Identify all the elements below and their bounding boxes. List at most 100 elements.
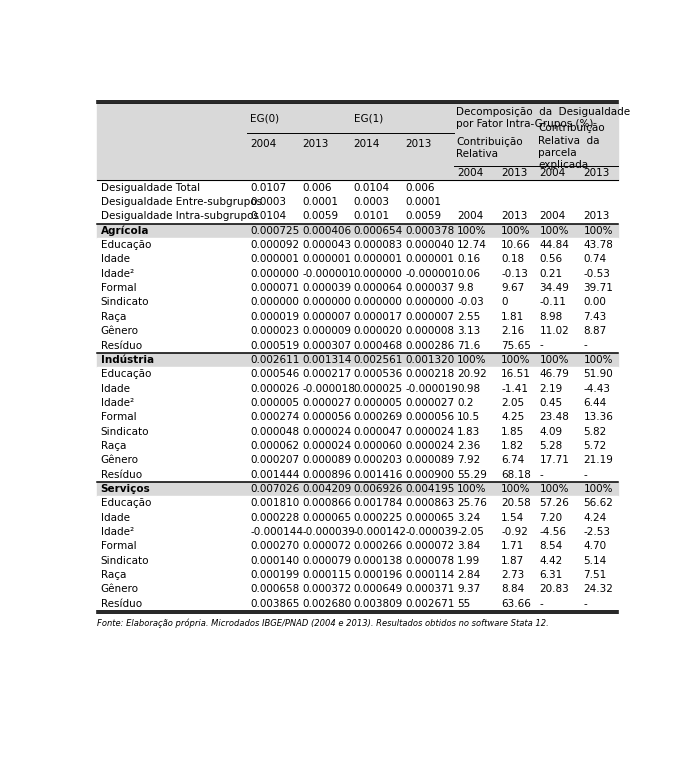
Text: Formal: Formal — [100, 541, 137, 551]
Text: Resíduo: Resíduo — [100, 341, 141, 351]
Text: 0.000072: 0.000072 — [405, 541, 455, 551]
Text: 7.92: 7.92 — [457, 455, 480, 465]
Text: Gênero: Gênero — [100, 584, 139, 594]
Text: Contribuição
Relativa  da
parcela
explicada: Contribuição Relativa da parcela explica… — [538, 123, 605, 171]
Text: 0.000005: 0.000005 — [250, 398, 299, 408]
Text: 0.00: 0.00 — [584, 298, 606, 308]
Text: 8.54: 8.54 — [539, 541, 563, 551]
Text: 0.002561: 0.002561 — [353, 355, 403, 365]
Text: 0.000378: 0.000378 — [405, 226, 455, 236]
Text: 0.000024: 0.000024 — [302, 427, 351, 437]
Text: 0.000024: 0.000024 — [405, 427, 455, 437]
Text: -0.000144: -0.000144 — [250, 527, 304, 537]
Text: -0.03: -0.03 — [457, 298, 484, 308]
Text: 0.001784: 0.001784 — [353, 498, 403, 508]
Text: 0.001320: 0.001320 — [405, 355, 455, 365]
Text: 43.78: 43.78 — [584, 240, 613, 250]
Text: 0.000026: 0.000026 — [250, 384, 299, 394]
Text: 0.000114: 0.000114 — [405, 570, 455, 580]
Text: Agrícola: Agrícola — [100, 226, 149, 236]
Text: 0.000056: 0.000056 — [405, 413, 455, 422]
Bar — [97, 597, 618, 611]
Text: 0.000071: 0.000071 — [250, 283, 299, 293]
Text: 0: 0 — [501, 298, 508, 308]
Text: 1.81: 1.81 — [501, 312, 525, 322]
Bar — [97, 195, 618, 209]
Bar — [97, 103, 618, 181]
Text: 0.000225: 0.000225 — [353, 513, 403, 523]
Text: 7.43: 7.43 — [584, 312, 606, 322]
Text: Contribuição
Relativa: Contribuição Relativa — [456, 137, 523, 160]
Text: 0.000138: 0.000138 — [353, 556, 403, 566]
Text: 1.99: 1.99 — [457, 556, 480, 566]
Bar — [97, 525, 618, 539]
Text: 0.006: 0.006 — [405, 182, 435, 193]
Bar — [97, 482, 618, 496]
Text: 63.66: 63.66 — [501, 599, 531, 609]
Text: Educação: Educação — [100, 370, 151, 379]
Text: 17.71: 17.71 — [539, 455, 569, 465]
Text: 100%: 100% — [539, 226, 569, 236]
Text: 0.000658: 0.000658 — [250, 584, 299, 594]
Text: Fonte: Elaboração própria. Microdados IBGE/PNAD (2004 e 2013). Resultados obtido: Fonte: Elaboração própria. Microdados IB… — [97, 619, 549, 628]
Bar — [97, 568, 618, 583]
Text: 0.006926: 0.006926 — [353, 484, 403, 494]
Text: 0.000020: 0.000020 — [353, 327, 403, 336]
Text: 0.000007: 0.000007 — [302, 312, 351, 322]
Text: 0.000372: 0.000372 — [302, 584, 351, 594]
Text: 0.000001: 0.000001 — [353, 254, 403, 265]
Text: 20.83: 20.83 — [539, 584, 569, 594]
Text: 56.62: 56.62 — [584, 498, 613, 508]
Text: 0.000196: 0.000196 — [353, 570, 403, 580]
Bar — [97, 223, 618, 238]
Text: 0.98: 0.98 — [457, 384, 480, 394]
Text: 0.000654: 0.000654 — [353, 226, 403, 236]
Text: 4.25: 4.25 — [501, 413, 525, 422]
Text: 0.002680: 0.002680 — [302, 599, 351, 609]
Text: 0.0104: 0.0104 — [250, 211, 286, 222]
Text: 4.70: 4.70 — [584, 541, 606, 551]
Text: 2.19: 2.19 — [539, 384, 563, 394]
Bar — [97, 467, 618, 482]
Text: 0.000037: 0.000037 — [405, 283, 455, 293]
Text: 0.000266: 0.000266 — [353, 541, 403, 551]
Bar — [97, 209, 618, 223]
Text: 0.003865: 0.003865 — [250, 599, 300, 609]
Text: -0.000018: -0.000018 — [302, 384, 355, 394]
Text: 0.000089: 0.000089 — [405, 455, 455, 465]
Text: -0.000039: -0.000039 — [302, 527, 355, 537]
Text: 0.000228: 0.000228 — [250, 513, 299, 523]
Text: 0.0001: 0.0001 — [302, 197, 338, 207]
Text: 24.32: 24.32 — [584, 584, 613, 594]
Text: Idade²: Idade² — [100, 269, 134, 279]
Text: 0.000468: 0.000468 — [353, 341, 403, 351]
Text: 0.000025: 0.000025 — [353, 384, 403, 394]
Text: 0.000001: 0.000001 — [405, 254, 455, 265]
Text: 2.73: 2.73 — [501, 570, 525, 580]
Text: 55.29: 55.29 — [457, 470, 487, 480]
Text: -1.41: -1.41 — [501, 384, 528, 394]
Bar — [97, 438, 618, 453]
Text: 0.000008: 0.000008 — [405, 327, 455, 336]
Text: 21.19: 21.19 — [584, 455, 613, 465]
Text: Idade²: Idade² — [100, 398, 134, 408]
Text: 0.001314: 0.001314 — [302, 355, 351, 365]
Text: 0.001444: 0.001444 — [250, 470, 300, 480]
Bar — [97, 410, 618, 424]
Text: Idade: Idade — [100, 513, 130, 523]
Text: Desigualdade Total: Desigualdade Total — [100, 182, 200, 193]
Text: -: - — [539, 470, 543, 480]
Text: 4.09: 4.09 — [539, 427, 563, 437]
Text: 12.74: 12.74 — [457, 240, 487, 250]
Text: 11.02: 11.02 — [539, 327, 569, 336]
Text: -0.000142: -0.000142 — [353, 527, 407, 537]
Text: Decomposição  da  Desigualdade
por Fator Intra-Grupos (%): Decomposição da Desigualdade por Fator I… — [456, 106, 630, 129]
Text: Desigualdade Intra-subgrupos: Desigualdade Intra-subgrupos — [100, 211, 258, 222]
Text: 100%: 100% — [457, 226, 486, 236]
Text: 7.51: 7.51 — [584, 570, 606, 580]
Text: 100%: 100% — [501, 355, 531, 365]
Text: 2.05: 2.05 — [501, 398, 525, 408]
Text: 0.000040: 0.000040 — [405, 240, 455, 250]
Text: 0.002671: 0.002671 — [405, 599, 455, 609]
Bar — [97, 395, 618, 410]
